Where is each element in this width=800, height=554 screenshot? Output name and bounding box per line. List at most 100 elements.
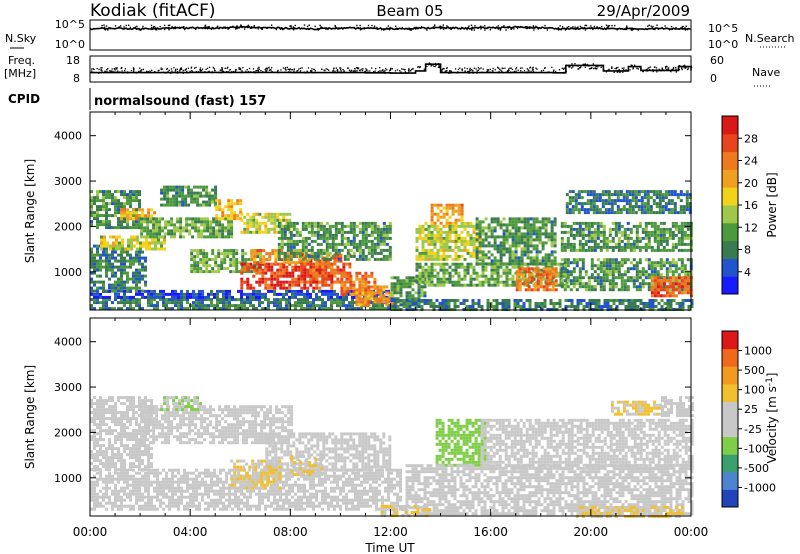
heatmap-cell	[246, 212, 250, 216]
heatmap-cell	[212, 220, 216, 224]
heatmap-cell	[336, 271, 340, 275]
heatmap-cell	[430, 209, 434, 213]
heatmap-cell	[418, 280, 422, 284]
heatmap-cell	[560, 282, 564, 286]
heatmap-cell	[581, 276, 585, 280]
heatmap-cell	[472, 236, 476, 240]
nave-dot	[445, 67, 448, 70]
nave-label: Nave	[752, 66, 780, 79]
heatmap-cell	[514, 256, 518, 260]
heatmap-cell	[481, 256, 485, 260]
heatmap-cell	[346, 224, 350, 228]
heatmap-cell	[198, 307, 201, 311]
heatmap-cell	[135, 193, 138, 197]
heatmap-cell	[408, 282, 412, 286]
heatmap-cell	[414, 300, 418, 304]
heatmap-cell	[175, 197, 179, 201]
nave-dot	[277, 69, 279, 71]
heatmap-cell	[197, 217, 201, 221]
heatmap-cell	[315, 262, 319, 266]
heatmap-cell	[659, 276, 663, 280]
heatmap-cell	[96, 280, 99, 284]
heatmap-cell	[321, 292, 324, 296]
heatmap-cell	[258, 277, 262, 281]
heatmap-cell	[288, 304, 291, 308]
heatmap-cell	[662, 264, 666, 268]
heatmap-cell	[556, 271, 560, 275]
nave-dot	[289, 68, 291, 70]
nave-dot	[528, 69, 530, 72]
nsearch-dot	[441, 26, 443, 28]
heatmap-cell	[325, 245, 329, 249]
heatmap-cell	[273, 262, 277, 266]
heatmap-cell	[99, 295, 102, 299]
heatmap-cell	[358, 251, 362, 255]
heatmap-cell	[508, 220, 512, 224]
heatmap-cell	[250, 252, 254, 256]
heatmap-cell	[361, 227, 365, 231]
heatmap-cell	[114, 211, 117, 215]
heatmap-cell	[367, 300, 371, 304]
heatmap-cell	[90, 286, 93, 290]
heatmap-cell	[221, 226, 225, 230]
heatmap-cell	[665, 273, 669, 277]
heatmap-cell	[415, 248, 419, 252]
heatmap-cell	[526, 217, 530, 221]
heatmap-cell	[514, 250, 518, 254]
heatmap-cell	[611, 288, 615, 292]
heatmap-cell	[231, 304, 234, 308]
heatmap-cell	[283, 224, 287, 228]
heatmap-cell	[303, 292, 306, 296]
heatmap-cell	[324, 301, 327, 305]
nave-dot	[133, 69, 135, 71]
heatmap-cell	[505, 265, 509, 269]
heatmap-cell	[671, 221, 675, 225]
nave-dot	[109, 70, 111, 72]
heatmap-cell	[433, 251, 437, 255]
heatmap-cell	[408, 279, 412, 283]
heatmap-cell	[227, 235, 231, 239]
heatmap-cell	[185, 223, 189, 227]
heatmap-cell	[148, 247, 151, 251]
heatmap-cell	[372, 307, 375, 311]
heatmap-cell	[418, 254, 422, 258]
heatmap-cell	[342, 304, 345, 308]
heatmap-cell	[327, 274, 331, 278]
heatmap-cell	[415, 268, 419, 272]
nave-dot	[194, 67, 196, 69]
nsearch-dot	[182, 26, 184, 28]
nave-dot	[200, 69, 203, 72]
nsearch-dot	[516, 27, 519, 30]
heatmap-cell	[596, 258, 600, 262]
heatmap-cell	[590, 224, 594, 228]
heatmap-cell	[303, 295, 306, 299]
heatmap-cell	[653, 270, 657, 274]
heatmap-cell	[641, 230, 645, 234]
nave-dot	[260, 69, 262, 72]
heatmap-cell	[270, 277, 274, 281]
nave-dot	[360, 69, 362, 71]
heatmap-cell	[93, 217, 96, 221]
heatmap-cell	[457, 277, 461, 281]
nsearch-dot	[468, 25, 470, 27]
heatmap-cell	[517, 235, 521, 239]
heatmap-cell	[463, 283, 467, 287]
heatmap-cell	[252, 218, 256, 222]
nave-dot	[356, 67, 358, 69]
nsearch-dot	[570, 27, 572, 29]
heatmap-cell	[439, 268, 443, 272]
heatmap-cell	[215, 223, 219, 227]
heatmap-cell	[288, 218, 292, 222]
heatmap-cell	[457, 283, 461, 287]
heatmap-cell	[490, 283, 494, 287]
heatmap-cell	[415, 245, 419, 249]
nave-dot	[622, 71, 624, 73]
heatmap-cell	[160, 241, 163, 245]
nave-dot	[507, 70, 509, 72]
heatmap-cell	[369, 307, 372, 311]
heatmap-cell	[653, 230, 657, 234]
nave-dot	[497, 67, 499, 69]
heatmap-cell	[572, 258, 576, 262]
heatmap-cell	[505, 241, 509, 245]
heatmap-cell	[240, 286, 244, 290]
